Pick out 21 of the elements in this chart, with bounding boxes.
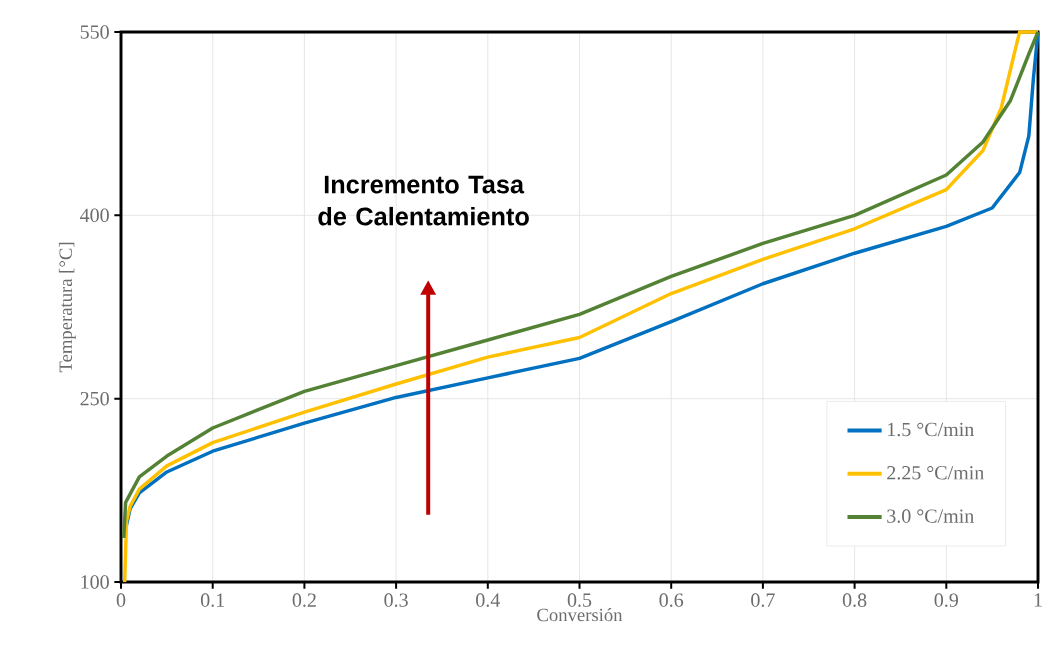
x-tick-label: 0.4 — [476, 593, 500, 607]
legend-label: 1.5 °C/min — [888, 422, 974, 437]
x-tick-label: 0.3 — [384, 593, 408, 607]
x-tick-label: 0.7 — [751, 593, 775, 607]
x-tick-label: 0 — [116, 593, 126, 607]
y-axis-title: Temperatura [°C] — [58, 242, 76, 373]
x-tick-label: 0.8 — [842, 593, 867, 607]
x-axis-title: Conversión — [537, 608, 623, 622]
y-tick-label: 550 — [80, 25, 109, 39]
legend-label: 3.0 °C/min — [887, 509, 974, 523]
annotation: Incremento Tasa de Calentamiento — [318, 175, 529, 226]
x-tick-label: 0.1 — [200, 593, 225, 607]
x-tick-label: 0.6 — [659, 593, 684, 607]
x-tick-label: 0.9 — [934, 593, 958, 607]
y-tick-label: 400 — [80, 208, 109, 223]
x-tick-label: 0.2 — [292, 593, 316, 607]
y-tick-label: 250 — [80, 391, 109, 406]
x-tick-label: 1 — [1034, 593, 1042, 607]
legend-label: 2.25 °C/min — [887, 466, 984, 480]
y-tick-label: 100 — [81, 575, 109, 589]
x-tick-label: 0.5 — [567, 593, 592, 607]
